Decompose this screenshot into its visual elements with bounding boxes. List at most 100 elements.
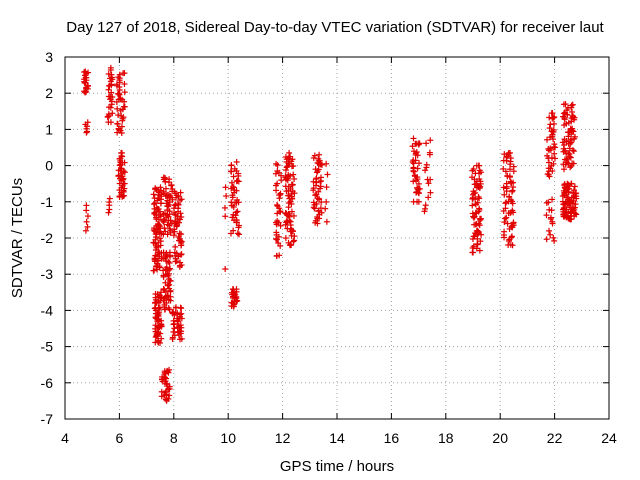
data-point (119, 117, 126, 124)
data-point (509, 207, 516, 214)
data-point (282, 167, 289, 174)
x-tick-label: 6 (116, 430, 124, 446)
data-point (290, 171, 297, 178)
data-point (113, 81, 120, 88)
data-point (560, 113, 567, 120)
data-point (549, 168, 556, 175)
x-tick-label: 4 (61, 430, 69, 446)
data-point (170, 308, 177, 315)
data-point (559, 139, 566, 146)
data-point (230, 173, 237, 180)
data-point (106, 199, 113, 206)
data-point (175, 328, 182, 335)
data-point (177, 322, 184, 329)
data-point (176, 230, 183, 237)
data-point (546, 227, 553, 234)
x-tick-label: 22 (547, 430, 563, 446)
data-point (177, 251, 184, 258)
data-point (548, 154, 555, 161)
data-point (282, 209, 289, 216)
data-point (167, 277, 174, 284)
data-point (222, 184, 229, 191)
data-point (107, 104, 114, 111)
data-point (560, 206, 567, 213)
data-point (172, 258, 179, 265)
data-point (82, 68, 89, 75)
data-point (426, 151, 433, 158)
data-point (84, 223, 91, 230)
data-point (174, 200, 181, 207)
data-point (236, 231, 243, 238)
y-tick-labels: -7 -6 -5 -4 -3 -2 -1 0 1 2 3 (41, 49, 54, 427)
data-point (564, 180, 571, 187)
data-point (172, 211, 179, 218)
data-point (160, 176, 167, 183)
data-point (423, 161, 430, 168)
data-point (114, 120, 121, 127)
data-point (120, 70, 127, 77)
data-point (570, 205, 577, 212)
data-point (425, 194, 432, 201)
data-point (468, 174, 475, 181)
data-point (158, 335, 165, 342)
data-point (414, 184, 421, 191)
data-point (503, 154, 510, 161)
data-point (152, 290, 159, 297)
chart-title: Day 127 of 2018, Sidereal Day-to-day VTE… (66, 19, 604, 36)
data-point (545, 159, 552, 166)
data-point (551, 155, 558, 162)
data-point (119, 96, 126, 103)
data-point (563, 137, 570, 144)
data-point (507, 155, 514, 162)
y-tick-label: 1 (45, 121, 53, 137)
data-point (159, 373, 166, 380)
data-point (323, 184, 330, 191)
data-point (156, 235, 163, 242)
data-point (469, 202, 476, 209)
data-point (222, 265, 229, 272)
data-point (160, 285, 167, 292)
data-point (282, 183, 289, 190)
data-point (120, 175, 127, 182)
data-point (415, 198, 422, 205)
data-point (154, 329, 161, 336)
data-point (121, 103, 128, 110)
data-point (234, 196, 241, 203)
data-point (107, 78, 114, 85)
data-point (152, 236, 159, 243)
data-point (82, 227, 89, 234)
data-point (571, 114, 578, 121)
data-point (106, 195, 113, 202)
data-point (323, 218, 330, 225)
data-point (422, 167, 429, 174)
data-point (166, 392, 173, 399)
data-point (164, 197, 171, 204)
data-point (472, 209, 479, 216)
data-point (413, 149, 420, 156)
data-point (155, 188, 162, 195)
data-point (313, 176, 320, 183)
data-point (410, 178, 417, 185)
data-point (561, 166, 568, 173)
data-point (545, 145, 552, 152)
data-point (567, 164, 574, 171)
data-point (283, 158, 290, 165)
data-point (510, 168, 517, 175)
data-point (502, 205, 509, 212)
data-point (313, 200, 320, 207)
data-point (115, 172, 122, 179)
data-point (164, 221, 171, 228)
data-point (234, 208, 241, 215)
data-point (315, 155, 322, 162)
data-point (423, 140, 430, 147)
data-point (314, 215, 321, 222)
data-point (83, 218, 90, 225)
data-point (282, 235, 289, 242)
data-point (284, 225, 291, 232)
data-point (427, 137, 434, 144)
data-point (503, 180, 510, 187)
data-point (273, 160, 280, 167)
data-point (571, 183, 578, 190)
data-point (156, 324, 163, 331)
data-point (310, 178, 317, 185)
